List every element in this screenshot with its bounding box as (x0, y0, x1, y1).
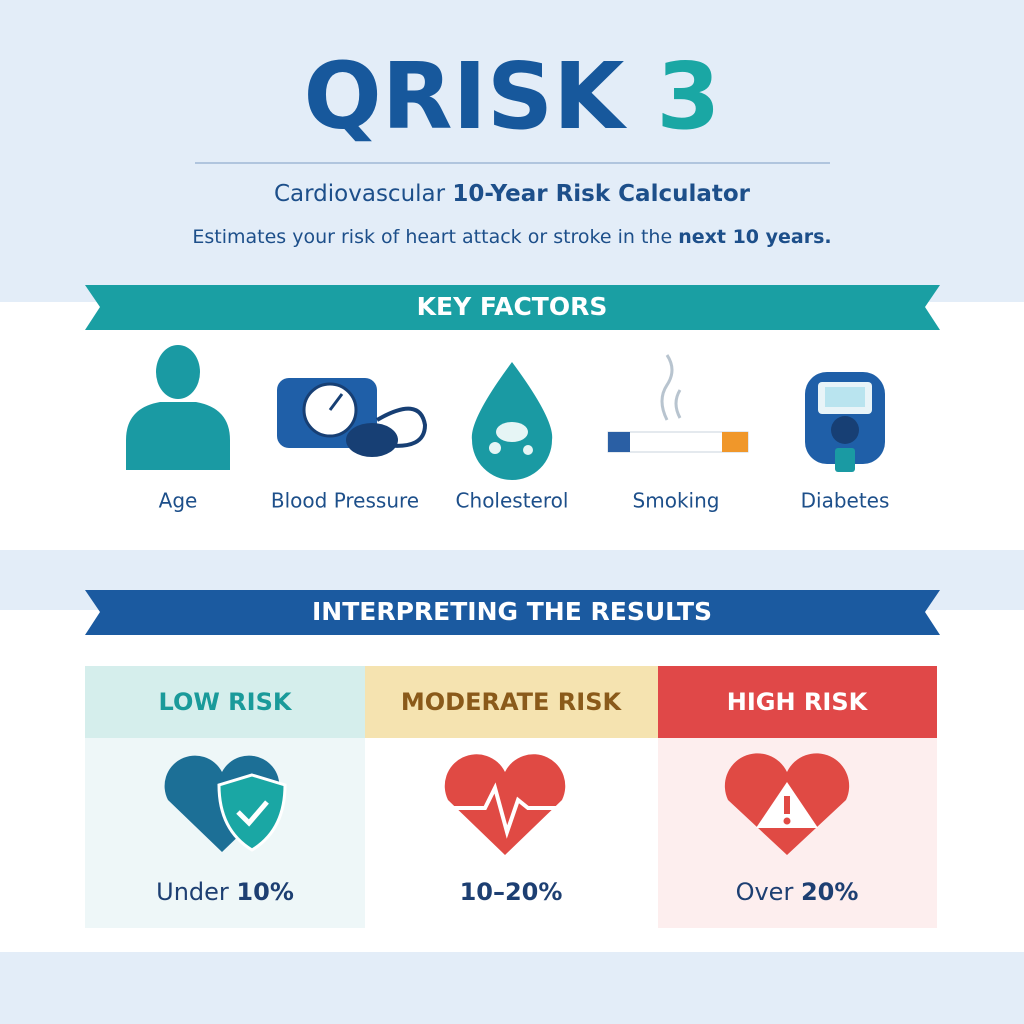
risk-prefix: Under (156, 878, 229, 906)
factor-label: Diabetes (801, 489, 890, 513)
high-risk-icon (724, 753, 850, 855)
risk-prefix: Over (736, 878, 794, 906)
factor-label: Age (159, 489, 198, 513)
diabetes-icon (805, 372, 885, 472)
section-heading: KEY FACTORS (417, 292, 608, 321)
cholesterol-icon (471, 362, 553, 480)
section-heading: INTERPRETING THE RESULTS (312, 597, 712, 626)
risk-label: MODERATE RISK (401, 688, 623, 716)
ribbon (85, 590, 940, 635)
card-header (85, 666, 365, 738)
risk-range: Under 10% (156, 878, 294, 906)
factor-label: Smoking (633, 489, 720, 513)
factor-label: Cholesterol (456, 489, 569, 513)
smoking-icon (607, 354, 749, 453)
factor-label: Blood Pressure (271, 489, 419, 513)
subtitle-bold: 10-Year Risk Calculator (452, 181, 750, 207)
risk-range: 10–20% (460, 878, 563, 906)
title: QRISK 3 (304, 43, 721, 150)
subtitle-plain: Cardiovascular (274, 181, 446, 207)
description-bold: next 10 years. (678, 226, 831, 248)
card-header (658, 666, 937, 738)
age-icon (126, 345, 230, 470)
description-plain: Estimates your risk of heart attack or s… (192, 226, 672, 248)
risk-range: Over 20% (736, 878, 859, 906)
moderate-risk-icon (444, 754, 566, 855)
risk-label: LOW RISK (159, 688, 293, 716)
ribbon (85, 285, 940, 330)
title-accent: 3 (656, 43, 720, 150)
risk-value: 10–20% (460, 878, 563, 906)
description: Estimates your risk of heart attack or s… (192, 226, 831, 248)
low-risk-icon (164, 755, 287, 852)
risk-value: 20% (801, 878, 858, 906)
blood-pressure-icon (277, 378, 428, 457)
title-main: QRISK (304, 43, 629, 150)
subtitle: Cardiovascular 10-Year Risk Calculator (274, 181, 751, 207)
risk-value: 10% (236, 878, 293, 906)
card-header (365, 666, 658, 738)
risk-label: HIGH RISK (727, 688, 869, 716)
